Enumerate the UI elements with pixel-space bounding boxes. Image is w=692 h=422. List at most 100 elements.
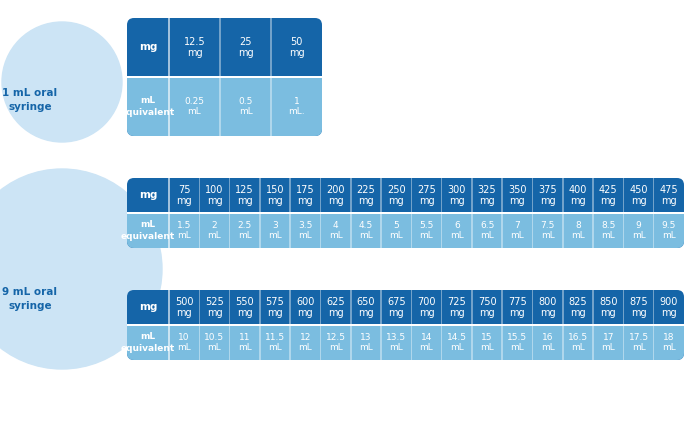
Text: 300
mg: 300 mg xyxy=(448,185,466,206)
Text: 175
mg: 175 mg xyxy=(296,185,315,206)
Bar xyxy=(127,76,322,78)
Text: 1 mL oral
syringe: 1 mL oral syringe xyxy=(3,88,57,111)
Text: 2
mL: 2 mL xyxy=(208,221,221,240)
Bar xyxy=(381,290,382,360)
Text: 12
mL: 12 mL xyxy=(298,333,312,352)
Text: 875
mg: 875 mg xyxy=(629,297,648,318)
Bar xyxy=(229,178,230,248)
Text: 650
mg: 650 mg xyxy=(356,297,375,318)
Text: 3.5
mL: 3.5 mL xyxy=(298,221,313,240)
Text: 12.5
mg: 12.5 mg xyxy=(183,37,206,58)
Text: mL
equivalent: mL equivalent xyxy=(121,97,175,116)
Bar xyxy=(471,178,473,248)
Text: 750
mg: 750 mg xyxy=(477,297,496,318)
Text: mL
equivalent: mL equivalent xyxy=(121,220,175,241)
Text: 725
mg: 725 mg xyxy=(448,297,466,318)
Bar xyxy=(592,178,594,248)
Bar xyxy=(350,290,352,360)
Text: mL
equivalent: mL equivalent xyxy=(121,333,175,352)
Bar xyxy=(441,178,442,248)
Text: 5
mL: 5 mL xyxy=(390,221,403,240)
Bar xyxy=(410,178,412,248)
Bar xyxy=(259,290,261,360)
Bar xyxy=(271,18,272,136)
Bar xyxy=(381,178,382,248)
Bar xyxy=(350,178,352,248)
Text: 5.5
mL: 5.5 mL xyxy=(419,221,434,240)
Text: 375
mg: 375 mg xyxy=(538,185,557,206)
Bar xyxy=(168,178,170,248)
Text: 250
mg: 250 mg xyxy=(387,185,406,206)
Text: 600
mg: 600 mg xyxy=(296,297,314,318)
Bar xyxy=(127,325,684,332)
Bar xyxy=(623,178,624,248)
Text: 325
mg: 325 mg xyxy=(477,185,496,206)
FancyBboxPatch shape xyxy=(127,77,322,136)
Circle shape xyxy=(2,22,122,142)
Bar xyxy=(320,290,321,360)
FancyBboxPatch shape xyxy=(127,178,684,248)
Text: 25
mg: 25 mg xyxy=(237,37,253,58)
Bar xyxy=(259,178,261,248)
Bar xyxy=(289,290,291,360)
Text: 17
mL: 17 mL xyxy=(601,333,615,352)
Text: 4.5
mL: 4.5 mL xyxy=(358,221,373,240)
Text: 8.5
mL: 8.5 mL xyxy=(601,221,615,240)
Text: 825
mg: 825 mg xyxy=(569,297,588,318)
Text: 7
mL: 7 mL xyxy=(511,221,525,240)
Text: 625
mg: 625 mg xyxy=(327,297,345,318)
Text: 14
mL: 14 mL xyxy=(419,333,433,352)
Bar xyxy=(127,324,684,326)
Text: 13
mL: 13 mL xyxy=(359,333,373,352)
Text: 12.5
mL: 12.5 mL xyxy=(326,333,345,352)
Text: 475
mg: 475 mg xyxy=(659,185,678,206)
Text: 9.5
mL: 9.5 mL xyxy=(662,221,676,240)
Text: 775
mg: 775 mg xyxy=(508,297,527,318)
Text: 10
mL: 10 mL xyxy=(177,333,191,352)
Text: 75
mg: 75 mg xyxy=(176,185,192,206)
Bar xyxy=(623,290,624,360)
Text: 500
mg: 500 mg xyxy=(175,297,193,318)
Text: 15
mL: 15 mL xyxy=(480,333,494,352)
Text: mg: mg xyxy=(139,303,157,313)
Text: 9
mL: 9 mL xyxy=(632,221,646,240)
Text: 6
mL: 6 mL xyxy=(450,221,464,240)
Bar xyxy=(320,178,321,248)
Bar xyxy=(410,290,412,360)
Text: 575
mg: 575 mg xyxy=(266,297,284,318)
Bar xyxy=(471,290,473,360)
Bar xyxy=(127,77,322,84)
Text: 6.5
mL: 6.5 mL xyxy=(480,221,494,240)
Text: 1
mL.: 1 mL. xyxy=(288,97,304,116)
Text: 400
mg: 400 mg xyxy=(569,185,587,206)
Text: 13.5
mL: 13.5 mL xyxy=(386,333,406,352)
Text: 17.5
mL: 17.5 mL xyxy=(628,333,648,352)
Bar xyxy=(562,178,563,248)
Text: 16
mL: 16 mL xyxy=(541,333,554,352)
FancyBboxPatch shape xyxy=(127,18,322,136)
Text: 525
mg: 525 mg xyxy=(205,297,224,318)
Text: 275
mg: 275 mg xyxy=(417,185,436,206)
Text: 18
mL: 18 mL xyxy=(662,333,675,352)
Text: 16.5
mL: 16.5 mL xyxy=(568,333,588,352)
Bar xyxy=(441,290,442,360)
Text: 50
mg: 50 mg xyxy=(289,37,304,58)
Text: 11.5
mL: 11.5 mL xyxy=(265,333,285,352)
Text: 4
mL: 4 mL xyxy=(329,221,343,240)
Bar xyxy=(592,290,594,360)
Bar xyxy=(229,290,230,360)
Text: 8
mL: 8 mL xyxy=(571,221,585,240)
Bar xyxy=(653,290,655,360)
Bar xyxy=(653,178,655,248)
Bar xyxy=(127,212,684,214)
Text: 800
mg: 800 mg xyxy=(538,297,557,318)
Text: 10.5
mL: 10.5 mL xyxy=(204,333,224,352)
Text: 100
mg: 100 mg xyxy=(206,185,224,206)
Bar xyxy=(502,290,503,360)
Text: 0.5
mL: 0.5 mL xyxy=(238,97,253,116)
FancyBboxPatch shape xyxy=(127,213,684,248)
Text: 3
mL: 3 mL xyxy=(268,221,282,240)
Bar xyxy=(168,18,170,136)
Bar xyxy=(502,178,503,248)
Bar xyxy=(289,178,291,248)
